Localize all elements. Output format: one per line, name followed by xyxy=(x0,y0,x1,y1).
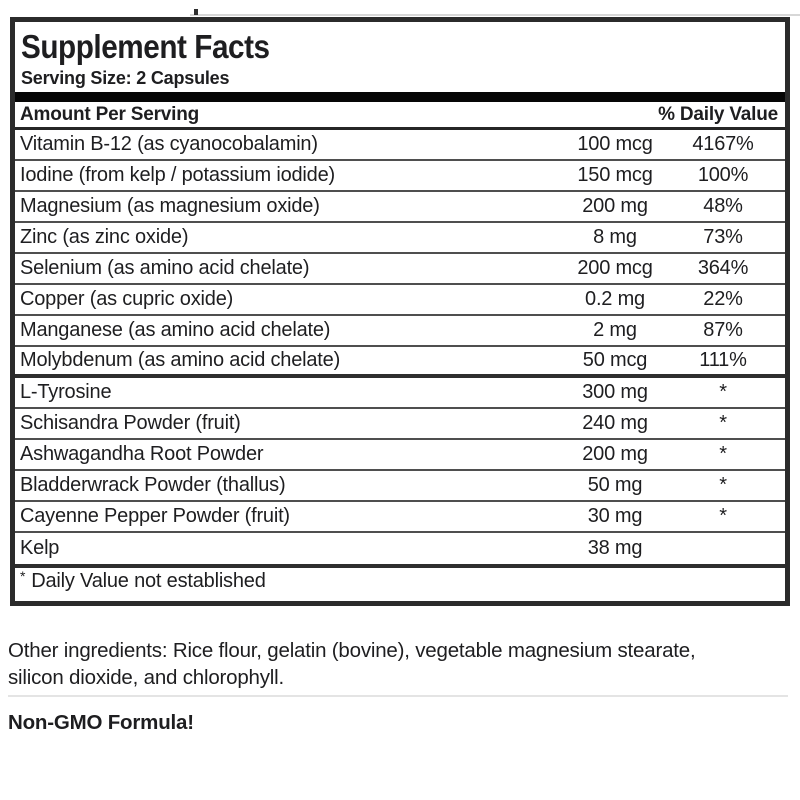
ingredient-name: Kelp xyxy=(20,537,60,559)
ingredient-amount: 200 mcg xyxy=(577,257,653,279)
ingredient-name: Magnesium (as magnesium oxide) xyxy=(20,195,320,217)
ingredient-name: Zinc (as zinc oxide) xyxy=(20,226,189,248)
ingredient-amount: 50 mg xyxy=(587,474,643,496)
ingredient-amount: 8 mg xyxy=(593,226,637,248)
ingredient-amount: 2 mg xyxy=(593,319,637,341)
ingredient-name: Selenium (as amino acid chelate) xyxy=(20,257,310,279)
ingredient-dv: 87% xyxy=(703,319,743,341)
ingredient-dv: 111% xyxy=(699,349,747,371)
ingredient-dv: * xyxy=(719,443,727,465)
ingredient-dv: * xyxy=(719,412,727,434)
column-header-amount: Amount Per Serving xyxy=(20,103,200,125)
ingredient-amount: 200 mg xyxy=(582,195,648,217)
ingredient-name: Vitamin B-12 (as cyanocobalamin) xyxy=(20,133,318,155)
ingredient-name: Molybdenum (as amino acid chelate) xyxy=(20,349,341,371)
ingredient-amount: 0.2 mg xyxy=(585,288,645,310)
panel-title: Supplement Facts xyxy=(21,28,270,65)
ingredient-dv: 100% xyxy=(697,164,749,186)
ingredient-name: Ashwagandha Root Powder xyxy=(20,443,264,465)
ingredient-dv: 73% xyxy=(703,226,743,248)
ingredient-amount: 30 mg xyxy=(587,505,643,527)
thick-divider-bar xyxy=(15,92,785,102)
ingredient-amount: 100 mcg xyxy=(577,133,653,155)
table-row: Bladderwrack Powder (thallus) 50 mg * xyxy=(15,471,785,502)
table-row: Selenium (as amino acid chelate) 200 mcg… xyxy=(15,254,785,285)
table-row: Kelp 38 mg xyxy=(15,533,785,564)
other-ingredients-text: Other ingredients: Rice flour, gelatin (… xyxy=(8,639,696,689)
supplement-facts-panel: Supplement Facts Serving Size: 2 Capsule… xyxy=(10,17,790,606)
ingredient-table: Vitamin B-12 (as cyanocobalamin) 100 mcg… xyxy=(15,130,785,564)
table-row: Vitamin B-12 (as cyanocobalamin) 100 mcg… xyxy=(15,130,785,161)
ingredient-name: Manganese (as amino acid chelate) xyxy=(20,319,331,341)
table-row: Molybdenum (as amino acid chelate) 50 mc… xyxy=(15,347,785,378)
table-row: Copper (as cupric oxide) 0.2 mg 22% xyxy=(15,285,785,316)
scan-artifact-line xyxy=(190,14,800,16)
table-row: Schisandra Powder (fruit) 240 mg * xyxy=(15,409,785,440)
ingredient-name: Bladderwrack Powder (thallus) xyxy=(20,474,286,496)
ingredient-dv: 48% xyxy=(703,195,743,217)
footnote-text: Daily Value not established xyxy=(31,569,266,592)
ingredient-amount: 150 mcg xyxy=(577,164,653,186)
ingredient-amount: 200 mg xyxy=(582,443,648,465)
ingredient-name: Schisandra Powder (fruit) xyxy=(20,412,241,434)
ingredient-name: L-Tyrosine xyxy=(20,381,112,403)
table-row: Magnesium (as magnesium oxide) 200 mg 48… xyxy=(15,192,785,223)
table-row: Cayenne Pepper Powder (fruit) 30 mg * xyxy=(15,502,785,533)
ingredient-amount: 300 mg xyxy=(582,381,648,403)
footnote-row: * Daily Value not established xyxy=(15,564,785,594)
section-divider xyxy=(8,695,788,697)
table-row: Ashwagandha Root Powder 200 mg * xyxy=(15,440,785,471)
ingredient-dv: * xyxy=(719,505,727,527)
ingredient-dv: 364% xyxy=(697,257,749,279)
scan-artifact-dot xyxy=(194,9,198,15)
ingredient-dv: 22% xyxy=(703,288,743,310)
footnote-asterisk: * xyxy=(20,568,26,584)
column-header-daily-value: % Daily Value xyxy=(658,103,778,125)
non-gmo-claim: Non-GMO Formula! xyxy=(8,711,194,734)
ingredient-dv: * xyxy=(719,474,727,496)
table-row: Iodine (from kelp / potassium iodide) 15… xyxy=(15,161,785,192)
ingredient-amount: 240 mg xyxy=(582,412,648,434)
table-row: Zinc (as zinc oxide) 8 mg 73% xyxy=(15,223,785,254)
table-row: Manganese (as amino acid chelate) 2 mg 8… xyxy=(15,316,785,347)
serving-size: Serving Size: 2 Capsules xyxy=(21,68,230,88)
ingredient-amount: 38 mg xyxy=(587,537,643,559)
ingredient-name: Cayenne Pepper Powder (fruit) xyxy=(20,505,290,527)
table-row: L-Tyrosine 300 mg * xyxy=(15,378,785,409)
ingredient-amount: 50 mcg xyxy=(582,349,648,371)
ingredient-dv: 4167% xyxy=(692,133,754,155)
panel-header: Supplement Facts Serving Size: 2 Capsule… xyxy=(15,22,785,92)
column-header-row: Amount Per Serving % Daily Value xyxy=(15,102,785,130)
ingredient-name: Copper (as cupric oxide) xyxy=(20,288,234,310)
ingredient-dv: * xyxy=(719,381,727,403)
ingredient-name: Iodine (from kelp / potassium iodide) xyxy=(20,164,335,186)
